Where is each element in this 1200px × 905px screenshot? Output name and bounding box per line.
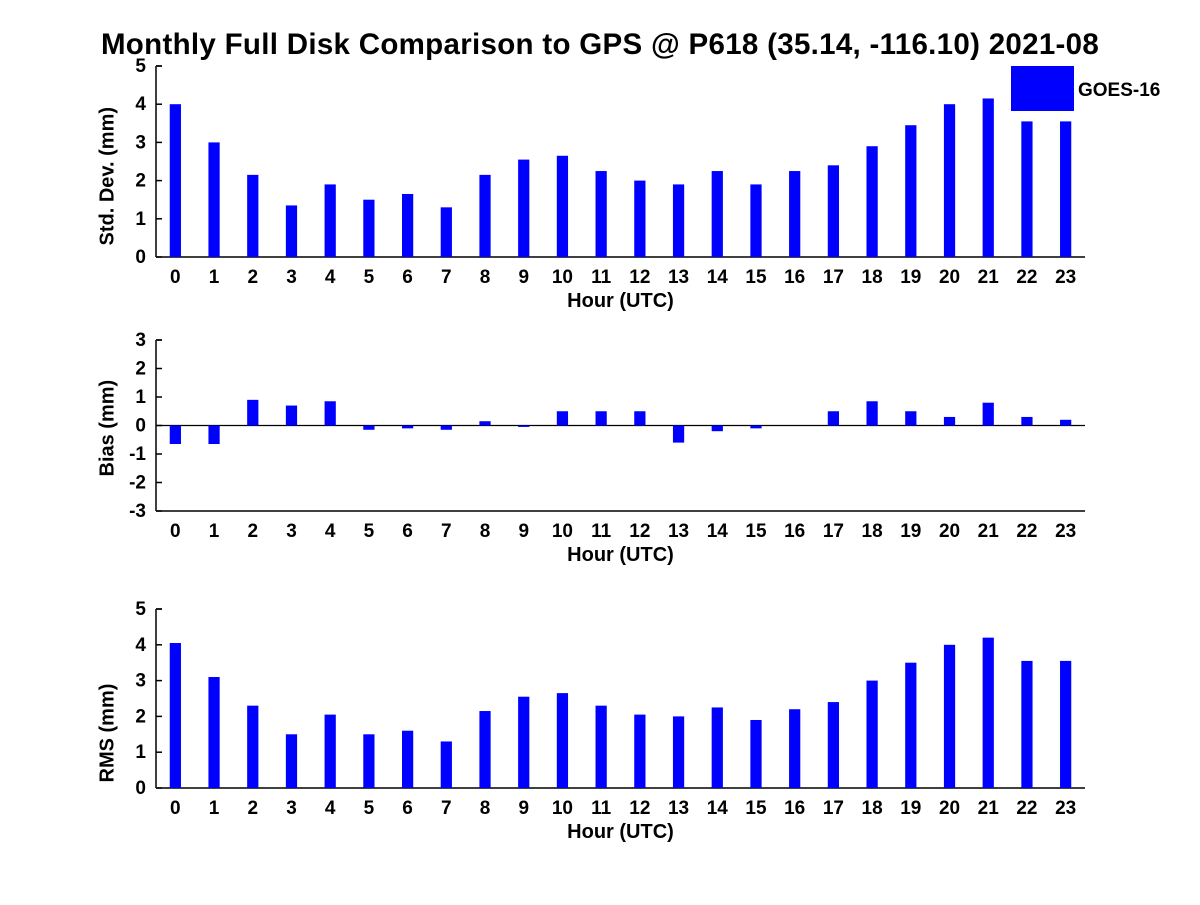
- svg-text:19: 19: [900, 267, 921, 288]
- svg-text:-2: -2: [129, 473, 146, 494]
- svg-text:18: 18: [862, 798, 883, 819]
- svg-text:8: 8: [480, 267, 491, 288]
- svg-text:7: 7: [441, 798, 452, 819]
- svg-text:23: 23: [1055, 267, 1076, 288]
- svg-text:0: 0: [170, 521, 181, 542]
- svg-text:6: 6: [402, 798, 413, 819]
- svg-text:7: 7: [441, 521, 452, 542]
- svg-text:18: 18: [862, 521, 883, 542]
- svg-text:10: 10: [552, 267, 573, 288]
- svg-text:3: 3: [135, 132, 146, 153]
- svg-text:22: 22: [1016, 521, 1037, 542]
- svg-text:1: 1: [209, 521, 220, 542]
- svg-text:22: 22: [1016, 267, 1037, 288]
- svg-text:16: 16: [784, 798, 805, 819]
- svg-text:Hour (UTC): Hour (UTC): [567, 290, 674, 312]
- svg-text:19: 19: [900, 521, 921, 542]
- svg-text:16: 16: [784, 521, 805, 542]
- svg-text:12: 12: [629, 521, 650, 542]
- svg-text:-1: -1: [129, 444, 146, 465]
- svg-text:0: 0: [170, 798, 181, 819]
- svg-text:9: 9: [518, 798, 529, 819]
- svg-text:2: 2: [247, 267, 258, 288]
- svg-text:19: 19: [900, 798, 921, 819]
- svg-text:0: 0: [170, 267, 181, 288]
- svg-text:3: 3: [286, 521, 297, 542]
- svg-text:0: 0: [135, 416, 146, 437]
- svg-text:1: 1: [135, 742, 146, 763]
- svg-text:1: 1: [135, 209, 146, 230]
- svg-text:11: 11: [591, 521, 612, 542]
- svg-text:15: 15: [745, 798, 767, 819]
- svg-text:2: 2: [247, 521, 258, 542]
- svg-text:3: 3: [286, 798, 297, 819]
- svg-text:5: 5: [364, 798, 375, 819]
- svg-text:4: 4: [325, 521, 336, 542]
- svg-text:21: 21: [978, 798, 1000, 819]
- svg-text:21: 21: [978, 521, 1000, 542]
- svg-text:10: 10: [552, 521, 573, 542]
- svg-text:20: 20: [939, 267, 960, 288]
- svg-text:9: 9: [518, 267, 529, 288]
- svg-text:14: 14: [707, 267, 729, 288]
- svg-text:3: 3: [135, 671, 146, 692]
- svg-text:2: 2: [135, 359, 146, 380]
- svg-text:6: 6: [402, 267, 413, 288]
- svg-text:12: 12: [629, 798, 650, 819]
- svg-text:21: 21: [978, 267, 1000, 288]
- svg-text:4: 4: [325, 798, 336, 819]
- svg-text:23: 23: [1055, 521, 1076, 542]
- svg-text:1: 1: [135, 387, 146, 408]
- svg-text:0: 0: [135, 247, 146, 268]
- svg-text:11: 11: [591, 267, 612, 288]
- svg-text:16: 16: [784, 267, 805, 288]
- svg-text:15: 15: [745, 521, 767, 542]
- svg-text:10: 10: [552, 798, 573, 819]
- svg-text:17: 17: [823, 267, 844, 288]
- svg-text:5: 5: [364, 267, 375, 288]
- svg-text:0: 0: [135, 778, 146, 799]
- svg-text:4: 4: [325, 267, 336, 288]
- svg-text:13: 13: [668, 521, 689, 542]
- svg-text:20: 20: [939, 521, 960, 542]
- svg-text:1: 1: [209, 798, 220, 819]
- svg-text:9: 9: [518, 521, 529, 542]
- svg-text:4: 4: [135, 94, 146, 115]
- svg-text:3: 3: [135, 330, 146, 351]
- svg-text:11: 11: [591, 798, 612, 819]
- svg-text:17: 17: [823, 521, 844, 542]
- svg-text:7: 7: [441, 267, 452, 288]
- svg-text:13: 13: [668, 267, 689, 288]
- svg-text:15: 15: [745, 267, 767, 288]
- svg-text:3: 3: [286, 267, 297, 288]
- svg-text:-3: -3: [129, 501, 146, 522]
- svg-text:17: 17: [823, 798, 844, 819]
- svg-text:12: 12: [629, 267, 650, 288]
- svg-text:4: 4: [135, 635, 146, 656]
- svg-text:14: 14: [707, 521, 729, 542]
- svg-text:23: 23: [1055, 798, 1076, 819]
- svg-text:5: 5: [364, 521, 375, 542]
- svg-text:Hour (UTC): Hour (UTC): [567, 544, 674, 566]
- svg-text:GOES-16: GOES-16: [1078, 80, 1160, 101]
- svg-text:22: 22: [1016, 798, 1037, 819]
- svg-text:2: 2: [135, 171, 146, 192]
- svg-text:14: 14: [707, 798, 729, 819]
- svg-text:13: 13: [668, 798, 689, 819]
- svg-text:1: 1: [209, 267, 220, 288]
- svg-text:5: 5: [135, 599, 146, 620]
- svg-text:20: 20: [939, 798, 960, 819]
- svg-text:18: 18: [862, 267, 883, 288]
- svg-text:6: 6: [402, 521, 413, 542]
- svg-text:8: 8: [480, 798, 491, 819]
- svg-text:2: 2: [135, 706, 146, 727]
- svg-text:Hour (UTC): Hour (UTC): [567, 821, 674, 843]
- svg-text:8: 8: [480, 521, 491, 542]
- svg-text:2: 2: [247, 798, 258, 819]
